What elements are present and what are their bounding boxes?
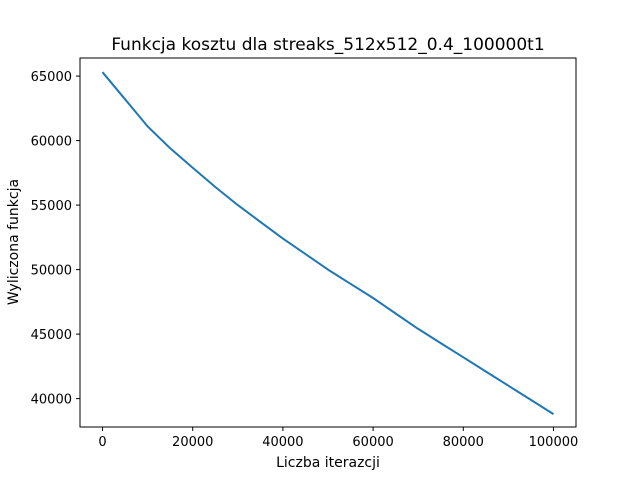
y-tick-label: 55000 — [31, 199, 72, 214]
x-tick-label: 80000 — [443, 435, 484, 450]
y-tick-label: 65000 — [31, 70, 72, 85]
y-tick-label: 45000 — [31, 328, 72, 343]
x-tick-label: 40000 — [262, 435, 303, 450]
y-axis-label: Wyliczona funkcja — [6, 179, 22, 305]
y-tick-label: 50000 — [31, 264, 72, 279]
x-tick-label: 20000 — [172, 435, 213, 450]
y-tick-label: 60000 — [31, 135, 72, 150]
series-layer — [101, 71, 555, 415]
plot-area-frame — [79, 57, 577, 428]
x-tick-label: 60000 — [352, 435, 393, 450]
series-line — [101, 71, 555, 415]
x-axis-ticks: 0 20000 40000 60000 80000 100000 — [98, 427, 578, 450]
chart-title: Funkcja kosztu dla streaks_512x512_0.4_1… — [111, 35, 544, 55]
y-axis-ticks: 40000 45000 50000 55000 60000 65000 — [31, 70, 80, 408]
x-tick-label: 0 — [98, 435, 106, 450]
x-tick-label: 100000 — [529, 435, 579, 450]
y-tick-label: 40000 — [31, 393, 72, 408]
x-axis-label: Liczba iterazcji — [276, 455, 380, 471]
